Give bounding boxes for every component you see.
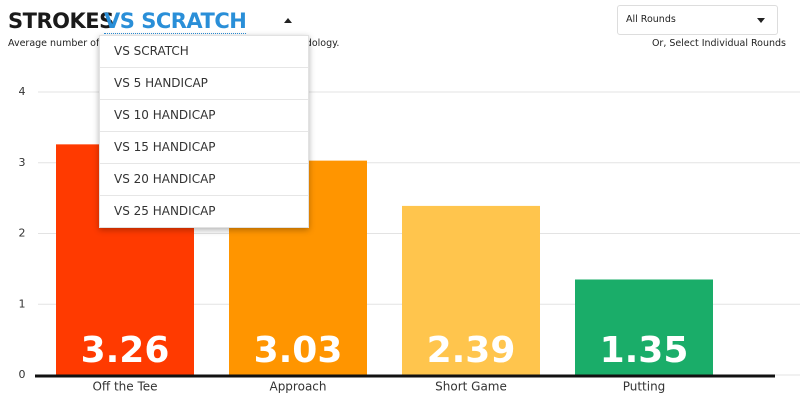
dropdown-caret[interactable]: [284, 18, 292, 23]
menu-item[interactable]: VS 5 HANDICAP: [100, 67, 308, 99]
y-tick-label: 3: [19, 156, 26, 169]
rounds-hint: Or, Select Individual Rounds: [651, 38, 786, 49]
menu-item[interactable]: VS 25 HANDICAP: [100, 195, 308, 227]
y-tick-label: 1: [19, 297, 26, 310]
menu-item[interactable]: VS 15 HANDICAP: [100, 131, 308, 163]
y-tick-label: 4: [19, 85, 26, 98]
x-tick-label: Short Game: [435, 380, 507, 394]
title: STROKES: [8, 9, 114, 33]
x-tick-label: Putting: [623, 380, 666, 394]
comparison-toggle[interactable]: VS SCRATCH: [104, 9, 247, 34]
y-tick-label: 2: [19, 227, 26, 240]
dropdown-menu: VS SCRATCH VS 5 HANDICAP VS 10 HANDICAP VS …: [99, 35, 309, 228]
bar: [575, 279, 713, 375]
x-tick-label: Approach: [269, 380, 326, 394]
menu-item[interactable]: VS 10 HANDICAP: [100, 99, 308, 131]
subtitle: Average number of str: [8, 38, 115, 49]
value-label: 2.39: [427, 330, 516, 371]
subtitle: odology.: [300, 38, 340, 49]
x-tick-label: Off the Tee: [92, 380, 157, 394]
value-label: 1.35: [600, 330, 689, 371]
menu-item[interactable]: VS 20 HANDICAP: [100, 163, 308, 195]
y-tick-label: 0: [19, 368, 26, 381]
menu-item[interactable]: VS SCRATCH: [114, 44, 189, 58]
bar: [402, 205, 540, 375]
value-label: 3.26: [81, 330, 170, 371]
rounds-select[interactable]: All Rounds: [617, 5, 778, 35]
value-label: 3.03: [254, 330, 343, 371]
